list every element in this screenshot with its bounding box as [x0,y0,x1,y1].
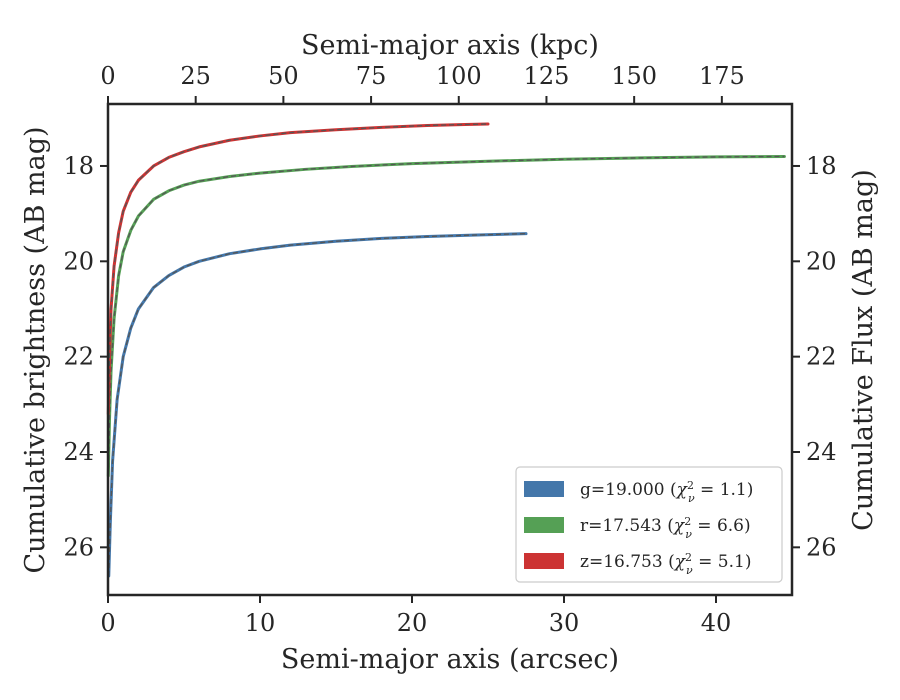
legend-swatch-2 [524,553,564,569]
y-tick-label-4: 26 [63,533,94,561]
ticks-layer: 0 10 20 30 40 0 25 50 75 100 125 150 175 18 18 20 20 22 22… [63,62,836,637]
top-x-tick-label-2: 50 [268,62,299,90]
x-tick-label-4: 40 [701,609,732,637]
right-y-tick-label-0: 18 [806,152,837,180]
legend-box [515,466,783,583]
y-tick-label-3: 24 [63,438,94,466]
top-x-tick-label-3: 75 [356,62,387,90]
legend-label-2: z=16.753 (χ2 ν = 5.1) [580,551,751,577]
plot-frame [106,102,794,597]
x-axis-label: Semi-major axis (arcsec) [281,644,619,675]
x-tick-label-3: 30 [549,609,580,637]
y-axis-label: Cumulative brightness (AB mag) [20,126,51,573]
top-x-tick-label-5: 125 [524,62,570,90]
top-x-tick-label-0: 0 [100,62,115,90]
top-x-tick-label-7: 175 [699,62,745,90]
top-x-tick-label-4: 100 [436,62,482,90]
right-y-tick-label-2: 22 [806,343,837,371]
series-model-line-2 [107,123,489,414]
x-tick-label-2: 20 [397,609,428,637]
y-tick-label-0: 18 [63,152,94,180]
top-x-tick-label-6: 150 [611,62,657,90]
y-tick-label-2: 22 [63,343,94,371]
legend-label-1: r=17.543 (χ2 ν = 6.6) [580,515,751,541]
series-model-line-0 [108,233,527,576]
x-tick-label-0: 0 [100,609,115,637]
legend-label-0: g=19.000 (χ2 ν = 1.1) [580,479,753,505]
legend: g=19.000 (χ2 ν = 1.1) r=17.543 (χ2 ν = 6.6)… [515,466,783,583]
series-layer [106,122,786,578]
legend-swatch-0 [524,481,564,497]
top-x-tick-label-1: 25 [180,62,211,90]
right-y-axis-label: Cumulative Flux (AB mag) [848,169,879,531]
right-y-tick-label-1: 20 [806,247,837,275]
series-model-line-1 [107,155,785,476]
top-x-axis-label: Semi-major axis (kpc) [301,30,599,61]
right-y-tick-label-4: 26 [806,533,837,561]
right-y-tick-label-3: 24 [806,438,837,466]
y-tick-label-1: 20 [63,247,94,275]
legend-swatch-1 [524,517,564,533]
x-tick-label-1: 10 [245,609,276,637]
